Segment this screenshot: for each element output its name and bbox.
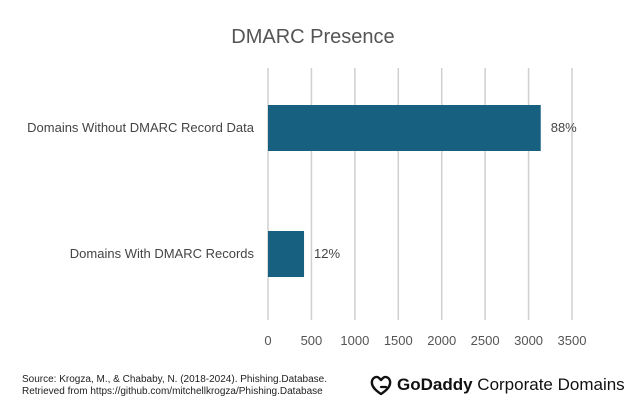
x-tick-label: 0 [264, 333, 271, 348]
x-tick-label: 1000 [340, 333, 369, 348]
x-tick-label: 2000 [427, 333, 456, 348]
labels: 0 500 1000 1500 2000 2500 3000 3500 Domains With… [27, 120, 586, 348]
x-tick-label: 2500 [471, 333, 500, 348]
chart: DMARC Presence 0 500 1000 1500 2000 2500 3000 3… [27, 26, 586, 348]
x-tick-label: 1500 [384, 333, 413, 348]
bar [268, 231, 305, 277]
bars [268, 105, 541, 277]
x-tick-label: 500 [301, 333, 323, 348]
bar [268, 105, 541, 151]
source-line-2: Retrieved from https://github.com/mitche… [22, 386, 323, 397]
category-label: Domains Without DMARC Record Data [27, 120, 255, 135]
brand-rest: Corporate Domains [472, 375, 625, 394]
godaddy-mark-icon [370, 375, 392, 396]
x-tick-label: 3500 [558, 333, 587, 348]
data-label: 88% [551, 120, 577, 135]
godaddy-logo: GoDaddy Corporate Domains [369, 372, 625, 398]
chart-title: DMARC Presence [231, 26, 394, 48]
x-tick-label: 3000 [514, 333, 543, 348]
source-line-1: Source: Krogza, M., & Chababy, N. (2018-… [22, 374, 327, 385]
brand-bold: GoDaddy [397, 375, 473, 394]
brand-name: GoDaddy Corporate Domains [397, 375, 625, 395]
source-citation: Source: Krogza, M., & Chababy, N. (2018-… [22, 374, 327, 398]
category-label: Domains With DMARC Records [70, 246, 255, 261]
data-label: 12% [314, 246, 340, 261]
